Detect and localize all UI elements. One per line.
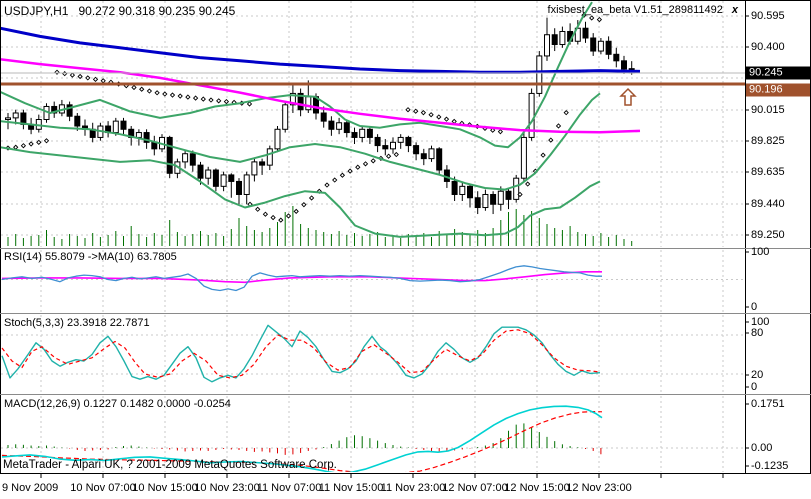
rsi-series [1, 265, 745, 292]
order-line-price-tag: 90.196 [746, 83, 810, 97]
main-series [1, 1, 745, 246]
ea-close-button[interactable]: x [731, 4, 738, 16]
macd-series [1, 405, 745, 472]
ea-name-label: fxisbest_ea_beta V1.51_289811492 [547, 4, 723, 16]
chart-title: USDJPY,H1 90.272 90.318 90.235 90.245 [4, 4, 235, 18]
stoch-series [1, 324, 745, 383]
price-axis-label: 100 [751, 316, 770, 328]
price-axis-label: 90.400 [751, 41, 785, 53]
price-axis-label: 89.250 [751, 229, 785, 241]
price-axis-label: 90.595 [751, 10, 785, 22]
price-axis-label: 89.440 [751, 198, 785, 210]
ohlc-values: 90.272 90.318 90.235 90.245 [78, 4, 236, 18]
time-axis-label: 11 Nov 23:00 [380, 482, 446, 494]
time-axis-label: 12 Nov 15:00 [504, 482, 570, 494]
time-axis-label: 11 Nov 15:00 [318, 482, 384, 494]
buy-arrow-icon [619, 87, 637, 106]
symbol-timeframe-label: USDJPY,H1 [4, 4, 69, 18]
price-axis-label: 90.015 [751, 104, 785, 116]
time-axis-label: 10 Nov 07:00 [70, 482, 136, 494]
time-axis-label: 11 Nov 07:00 [256, 482, 322, 494]
time-axis-label: 10 Nov 23:00 [194, 482, 260, 494]
time-axis-label: 12 Nov 07:00 [442, 482, 508, 494]
stoch-indicator-label: Stoch(5,3,3) 23.3918 22.7871 [4, 317, 150, 329]
macd-indicator-label: MACD(12,26,9) 0.1227 0.1482 0.0000 -0.02… [4, 398, 231, 410]
rsi-indicator-label: RSI(14) 55.8079 ->MA(10) 63.7805 [4, 251, 177, 263]
price-axis-label: 89.635 [751, 166, 785, 178]
price-axis-label: 80 [751, 327, 764, 339]
price-axis-label: -0.1235 [751, 460, 789, 472]
price-axis-label: 0.00 [751, 442, 773, 454]
price-axis-label: 20 [751, 369, 764, 381]
price-axis-label: 0 [751, 381, 758, 393]
ea-indicator-row: fxisbest_ea_beta V1.51_289811492 x [548, 4, 738, 16]
time-axis-label: 12 Nov 23:00 [566, 482, 632, 494]
price-axis-label: 89.825 [751, 135, 785, 147]
copyright-label: MetaTrader - Alpari UK, ? 2001-2009 Meta… [3, 459, 337, 471]
time-axis-label: 10 Nov 15:00 [132, 482, 198, 494]
price-axis-label: 0 [751, 301, 758, 313]
price-axis-label: 0.1751 [751, 398, 785, 410]
bid-price-tag: 90.245 [746, 66, 810, 80]
time-axis-label: 9 Nov 2009 [2, 482, 59, 494]
price-axis-label: 100 [751, 246, 770, 258]
